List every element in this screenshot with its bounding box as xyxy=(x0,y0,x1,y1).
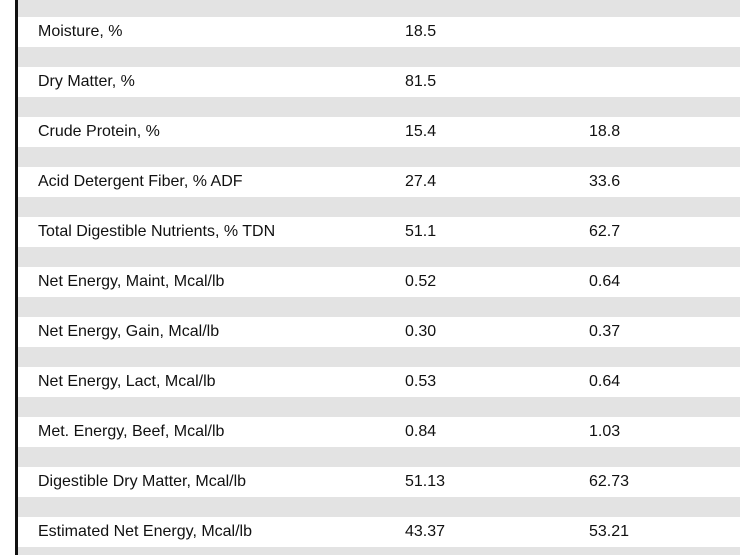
table-left-border xyxy=(15,0,18,555)
table-row-dry-matter: Dry Matter, % 81.5 xyxy=(18,67,740,97)
as-fed-value: 15.4 xyxy=(405,123,437,140)
dry-basis-value: 53.21 xyxy=(589,523,630,540)
row-separator xyxy=(18,347,740,367)
row-separator xyxy=(18,97,740,117)
row-separator xyxy=(18,247,740,267)
row-label: Digestible Dry Matter, Mcal/lb xyxy=(38,473,247,490)
as-fed-value: 51.13 xyxy=(405,473,446,490)
as-fed-value: 0.52 xyxy=(405,273,437,290)
row-separator xyxy=(18,497,740,517)
as-fed-value: 51.1 xyxy=(405,223,437,240)
as-fed-value: 0.84 xyxy=(405,423,437,440)
table-row-me-beef: Met. Energy, Beef, Mcal/lb 0.84 1.03 xyxy=(18,417,740,447)
row-separator xyxy=(18,397,740,417)
table-row-estimated-ne: Estimated Net Energy, Mcal/lb 43.37 53.2… xyxy=(18,517,740,547)
table-row-ne-gain: Net Energy, Gain, Mcal/lb 0.30 0.37 xyxy=(18,317,740,347)
dry-basis-value: 0.37 xyxy=(589,323,621,340)
row-separator xyxy=(18,0,740,20)
row-separator xyxy=(18,147,740,167)
row-separator xyxy=(18,447,740,467)
as-fed-value: 43.37 xyxy=(405,523,446,540)
row-label: Acid Detergent Fiber, % ADF xyxy=(38,173,243,190)
as-fed-value: 0.53 xyxy=(405,373,437,390)
dry-basis-value: 0.64 xyxy=(589,273,621,290)
row-label: Net Energy, Lact, Mcal/lb xyxy=(38,373,216,390)
dry-basis-value: 62.73 xyxy=(589,473,630,490)
row-label: Met. Energy, Beef, Mcal/lb xyxy=(38,423,225,440)
row-label: Net Energy, Maint, Mcal/lb xyxy=(38,273,225,290)
dry-basis-value: 0.64 xyxy=(589,373,621,390)
table-row-ne-lact: Net Energy, Lact, Mcal/lb 0.53 0.64 xyxy=(18,367,740,397)
table-row-ddm: Digestible Dry Matter, Mcal/lb 51.13 62.… xyxy=(18,467,740,497)
dry-basis-value: 62.7 xyxy=(589,223,621,240)
dry-basis-value: 18.8 xyxy=(589,123,621,140)
dry-basis-value: 1.03 xyxy=(589,423,621,440)
row-label: Moisture, % xyxy=(38,23,123,40)
dry-basis-value: 33.6 xyxy=(589,173,621,190)
row-separator xyxy=(18,297,740,317)
table-row-tdn: Total Digestible Nutrients, % TDN 51.1 6… xyxy=(18,217,740,247)
table-row-crude-protein: Crude Protein, % 15.4 18.8 xyxy=(18,117,740,147)
row-separator xyxy=(18,47,740,67)
as-fed-value: 81.5 xyxy=(405,73,437,90)
as-fed-value: 18.5 xyxy=(405,23,437,40)
as-fed-value: 27.4 xyxy=(405,173,437,190)
row-label: Net Energy, Gain, Mcal/lb xyxy=(38,323,220,340)
as-fed-value: 0.30 xyxy=(405,323,437,340)
table-row-adf: Acid Detergent Fiber, % ADF 27.4 33.6 xyxy=(18,167,740,197)
row-label: Crude Protein, % xyxy=(38,123,160,140)
row-label: Total Digestible Nutrients, % TDN xyxy=(38,223,276,240)
row-separator xyxy=(18,197,740,217)
row-label: Estimated Net Energy, Mcal/lb xyxy=(38,523,253,540)
table-row-ne-maint: Net Energy, Maint, Mcal/lb 0.52 0.64 xyxy=(18,267,740,297)
table-row-moisture: Moisture, % 18.5 xyxy=(18,17,740,47)
row-label: Dry Matter, % xyxy=(38,73,135,90)
row-separator xyxy=(18,547,740,555)
